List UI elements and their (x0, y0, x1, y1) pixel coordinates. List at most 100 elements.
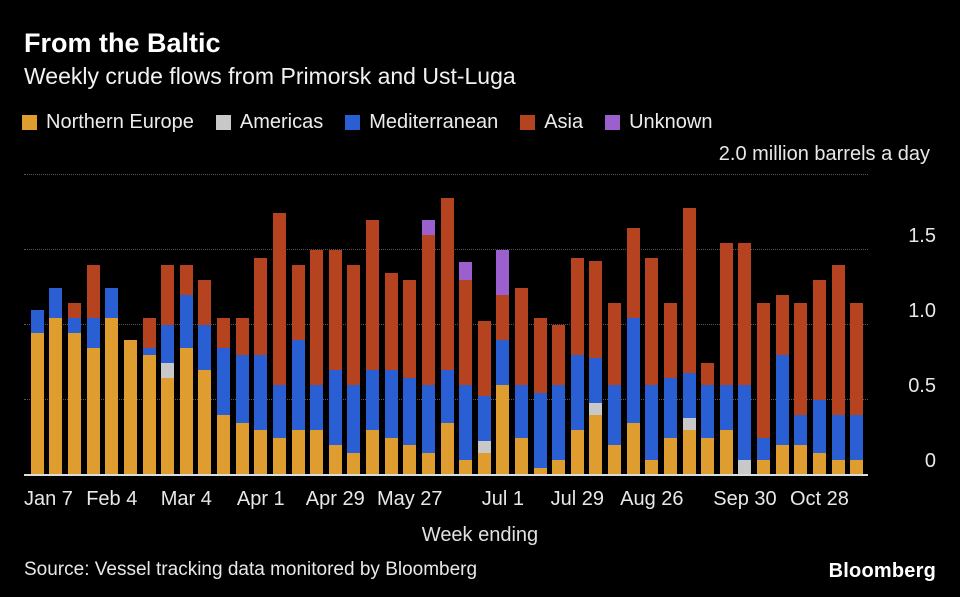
segment-asia (347, 265, 361, 385)
bar-aug-5 (589, 175, 603, 475)
segment-asia (272, 212, 286, 385)
segment-northern-europe (496, 385, 510, 475)
segment-northern-europe (663, 437, 677, 475)
source-note: Source: Vessel tracking data monitored b… (24, 559, 478, 580)
segment-asia (533, 317, 547, 393)
segment-northern-europe (757, 460, 771, 475)
segment-americas (161, 362, 175, 378)
segment-northern-europe (794, 445, 808, 475)
segment-asia (589, 260, 603, 358)
x-tick-apr-1: Apr 1 (236, 488, 285, 510)
segment-asia (235, 317, 249, 355)
legend-swatch-americas (215, 115, 231, 130)
bar-jun-17 (459, 175, 473, 475)
legend-label: Asia (544, 111, 584, 133)
segment-mediterranean (812, 400, 826, 453)
segment-northern-europe (198, 370, 212, 475)
segment-asia (496, 295, 510, 340)
plot-area (24, 174, 868, 475)
segment-northern-europe (347, 452, 361, 475)
bar-sep-23 (719, 175, 733, 475)
segment-asia (701, 362, 715, 385)
segment-mediterranean (608, 385, 622, 445)
segment-northern-europe (589, 415, 603, 475)
bar-jun-3 (421, 175, 435, 475)
bar-oct-7 (757, 175, 771, 475)
bar-sep-16 (701, 175, 715, 475)
bar-jun-24 (477, 175, 491, 475)
segment-northern-europe (291, 430, 305, 475)
segment-northern-europe (161, 377, 175, 475)
segment-mediterranean (775, 355, 789, 445)
segment-asia (626, 227, 640, 318)
legend-item-mediterranean: Mediterranean (345, 111, 498, 134)
segment-mediterranean (384, 370, 398, 438)
segment-asia (812, 280, 826, 400)
segment-asia (68, 302, 82, 318)
segment-northern-europe (626, 422, 640, 475)
segment-mediterranean (347, 385, 361, 453)
segment-northern-europe (30, 332, 44, 475)
bar-feb-25 (161, 175, 175, 475)
y-tick-1-5: 1.5 (908, 225, 936, 247)
segment-mediterranean (459, 385, 473, 460)
segment-asia (161, 265, 175, 325)
segment-mediterranean (68, 317, 82, 333)
segment-mediterranean (198, 325, 212, 370)
bar-sep-30 (738, 175, 752, 475)
segment-northern-europe (608, 445, 622, 475)
segment-mediterranean (589, 358, 603, 403)
segment-asia (794, 302, 808, 415)
bar-oct-21 (794, 175, 808, 475)
bar-nov-11 (850, 175, 864, 475)
bar-apr-15 (291, 175, 305, 475)
segment-americas (477, 440, 491, 453)
bar-nov-4 (831, 175, 845, 475)
x-axis-title: Week ending (421, 524, 539, 546)
segment-mediterranean (440, 370, 454, 423)
segment-americas (682, 418, 696, 430)
segment-asia (198, 280, 212, 325)
segment-northern-europe (477, 452, 491, 475)
bar-apr-29 (328, 175, 342, 475)
segment-northern-europe (645, 460, 659, 475)
segment-asia (142, 317, 156, 348)
bar-jul-29 (570, 175, 584, 475)
segment-northern-europe (812, 452, 826, 475)
segment-mediterranean (86, 317, 100, 348)
segment-mediterranean (272, 385, 286, 438)
segment-mediterranean (552, 385, 566, 460)
segment-mediterranean (570, 355, 584, 430)
x-axis-ticks: Jan 7 Feb 4 Mar 4 Apr 1 Apr 29 May 27 Jul 1 Jul… (24, 488, 866, 514)
y-tick-1-0: 1.0 (908, 300, 936, 322)
segment-asia (254, 257, 268, 355)
bar-aug-26 (645, 175, 659, 475)
bar-mar-25 (235, 175, 249, 475)
segment-northern-europe (86, 347, 100, 475)
segment-americas (589, 403, 603, 415)
segment-northern-europe (310, 430, 324, 475)
x-tick-sep-30: Sep 30 (713, 488, 777, 510)
segment-northern-europe (533, 467, 547, 475)
segment-asia (291, 265, 305, 340)
segment-mediterranean (794, 415, 808, 445)
x-tick-oct-28: Oct 28 (789, 488, 849, 510)
segment-northern-europe (123, 340, 137, 475)
segment-northern-europe (235, 422, 249, 475)
segment-asia (738, 242, 752, 385)
segment-mediterranean (403, 377, 417, 445)
segment-asia (366, 220, 379, 370)
y-axis-unit-label: 2.0 million barrels a day (718, 143, 930, 165)
legend-item-northern-europe: Northern Europe (22, 111, 194, 134)
segment-northern-europe (384, 437, 398, 475)
x-tick-apr-29: Apr 29 (305, 488, 365, 510)
segment-northern-europe (68, 332, 82, 475)
segment-americas (738, 460, 752, 475)
bar-mar-11 (198, 175, 212, 475)
legend-swatch-asia (520, 115, 536, 130)
segment-northern-europe (831, 460, 845, 475)
bar-mar-4 (179, 175, 193, 475)
segment-asia (719, 242, 733, 385)
y-axis-ticks: 1.5 1.0 0.5 0 (872, 175, 936, 475)
segment-unknown (496, 250, 510, 295)
